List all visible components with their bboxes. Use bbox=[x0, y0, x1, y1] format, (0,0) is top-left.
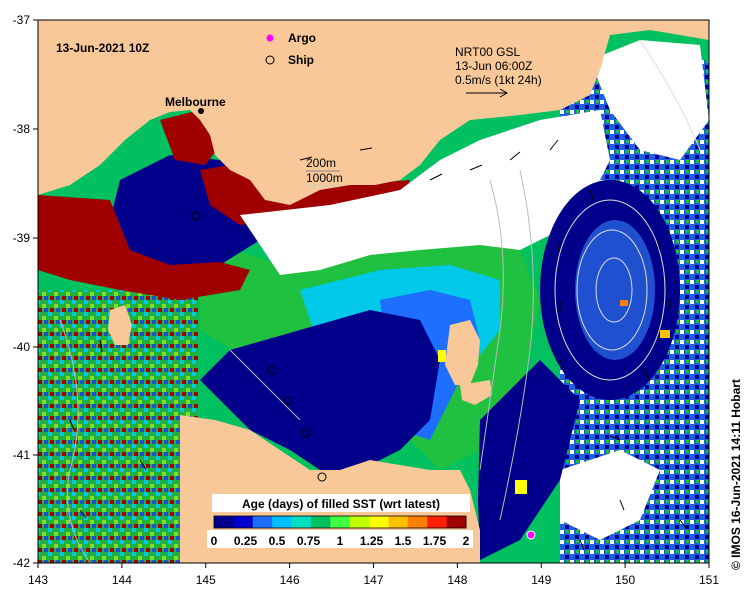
orange-speck-1 bbox=[620, 300, 628, 306]
melbourne-label: Melbourne bbox=[165, 95, 226, 109]
colorbar-border bbox=[213, 515, 467, 529]
colorbar-label: 1.5 bbox=[395, 534, 412, 548]
x-tick-label: 151 bbox=[699, 573, 719, 587]
yellow-speck-1 bbox=[438, 350, 446, 362]
isobath-contour-1 bbox=[479, 179, 504, 471]
x-tick-label: 150 bbox=[615, 573, 635, 587]
colorbar-swatch bbox=[252, 516, 273, 528]
colorbar-label: 1.75 bbox=[423, 534, 447, 548]
colorbar-swatch bbox=[214, 516, 234, 528]
land-victoria bbox=[38, 20, 709, 205]
y-tick-label: -38 bbox=[13, 122, 31, 136]
colorbar-swatch bbox=[446, 516, 467, 528]
y-tick-label: -42 bbox=[13, 556, 31, 570]
land-cape-barren-island bbox=[460, 380, 492, 405]
colorbar-swatch bbox=[349, 516, 370, 528]
eddy-inner-blue bbox=[575, 220, 655, 360]
colorbar-label: 2 bbox=[463, 534, 470, 548]
date-label: 13-Jun-2021 10Z bbox=[56, 41, 149, 55]
ship-legend-label: Ship bbox=[288, 53, 314, 67]
cloud-band-coastal bbox=[240, 110, 610, 275]
argo-float-marker bbox=[526, 530, 536, 540]
current-key-line3: 0.5m/s (1kt 24h) bbox=[455, 73, 542, 87]
x-tick-label: 147 bbox=[363, 573, 383, 587]
cloud-patch-north bbox=[590, 40, 709, 160]
eddy-tail-blue bbox=[478, 360, 580, 560]
contour-key-200m: 200m bbox=[306, 156, 336, 170]
ship-legend-icon bbox=[265, 55, 275, 65]
map-plot-area bbox=[38, 20, 709, 563]
x-tick-label: 143 bbox=[28, 573, 48, 587]
colorbar-swatch bbox=[233, 516, 254, 528]
current-vectors bbox=[69, 139, 687, 551]
red-coastal-band-west bbox=[38, 195, 250, 300]
colorbar-swatches bbox=[214, 516, 467, 528]
x-tick-label: 145 bbox=[196, 573, 216, 587]
colorbar-swatch bbox=[272, 516, 293, 528]
colorbar-label: 0.75 bbox=[297, 534, 321, 548]
colorbar-labels: 0 0.25 0.5 0.75 1 1.25 1.5 1.75 2 bbox=[211, 534, 470, 548]
colorbar-swatch bbox=[330, 516, 351, 528]
y-tick-label: -41 bbox=[13, 448, 31, 462]
colorbar-swatch bbox=[369, 516, 389, 528]
isobath-contour-2 bbox=[499, 169, 534, 521]
isobath-contour-3 bbox=[59, 319, 91, 563]
contour-key-1000m: 1000m bbox=[306, 171, 343, 185]
colorbar-label: 1.25 bbox=[360, 534, 384, 548]
eddy-streamline-2 bbox=[576, 229, 648, 351]
argo-legend-icon bbox=[266, 34, 274, 42]
yellow-speck-2 bbox=[515, 480, 527, 494]
land-flinders-island bbox=[445, 320, 480, 385]
argo-legend-label: Argo bbox=[288, 31, 316, 45]
colorbar-label: 0 bbox=[211, 534, 218, 548]
orange-speck-2 bbox=[660, 330, 670, 338]
colorbar-swatch bbox=[310, 516, 331, 528]
x-tick-label: 148 bbox=[447, 573, 467, 587]
colorbar-label: 0.5 bbox=[269, 534, 286, 548]
x-axis-ticks: 143 144 145 146 147 148 149 150 151 bbox=[28, 563, 719, 587]
y-tick-label: -37 bbox=[13, 13, 31, 27]
x-tick-label: 146 bbox=[280, 573, 300, 587]
cloud-patch-east bbox=[560, 450, 660, 540]
isobath-contour-4 bbox=[229, 349, 301, 421]
streamline-north bbox=[639, 39, 701, 151]
x-tick-label: 149 bbox=[531, 573, 551, 587]
current-key-line2: 13-Jun 06:00Z bbox=[455, 59, 532, 73]
bass-strait-deep-blue bbox=[200, 310, 440, 470]
y-tick-label: -40 bbox=[13, 340, 31, 354]
contour-key: 200m 1000m bbox=[306, 156, 343, 187]
land-king-island bbox=[108, 305, 132, 345]
current-key-line1: NRT00 GSL bbox=[455, 45, 520, 59]
current-key: NRT00 GSL 13-Jun 06:00Z 0.5m/s (1kt 24h) bbox=[455, 45, 542, 98]
colorbar-swatch bbox=[388, 516, 409, 528]
eddy-streamline-3 bbox=[595, 257, 633, 323]
colorbar-label: 1 bbox=[337, 534, 344, 548]
marker-legend: Argo Ship bbox=[265, 31, 316, 67]
y-axis-ticks: -37 -38 -39 -40 -41 -42 bbox=[13, 13, 38, 570]
y-tick-label: -39 bbox=[13, 231, 31, 245]
melbourne-marker bbox=[198, 108, 204, 114]
colorbar-labels-background bbox=[207, 530, 473, 548]
ship-markers bbox=[191, 211, 327, 482]
colorbar-swatch bbox=[427, 516, 448, 528]
x-tick-label: 144 bbox=[112, 573, 132, 587]
eddy-streamline-1 bbox=[554, 199, 666, 381]
colorbar-label: 0.25 bbox=[234, 534, 258, 548]
credit-text: © IMOS 16-Jun-2021 14:11 Hobart bbox=[729, 379, 743, 570]
colorbar-title: Age (days) of filled SST (wrt latest) bbox=[242, 497, 440, 511]
colorbar-title-background bbox=[212, 494, 470, 512]
colorbar-swatch bbox=[291, 516, 312, 528]
colorbar-swatch bbox=[407, 516, 428, 528]
